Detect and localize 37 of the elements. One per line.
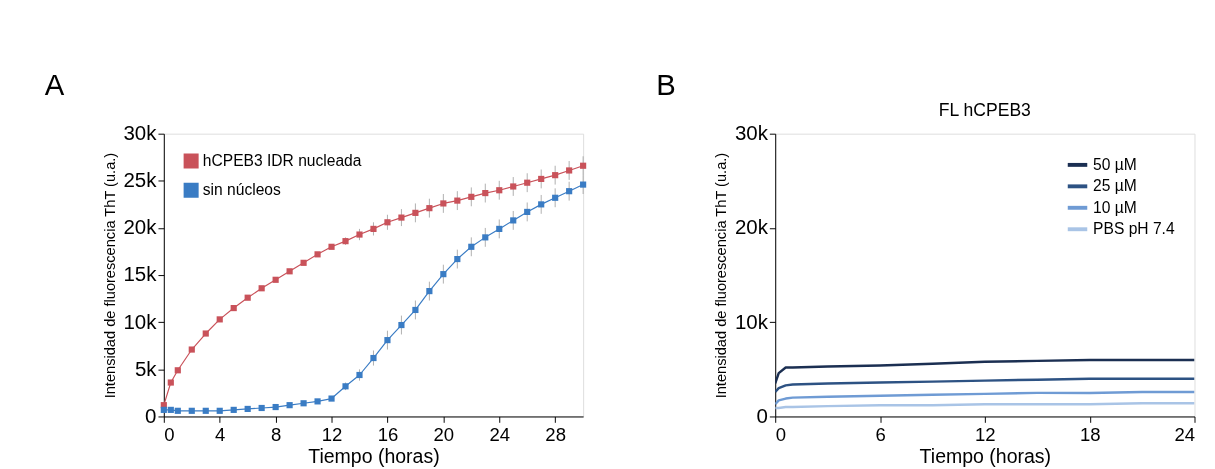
legend-label: 25 µM xyxy=(1093,177,1137,195)
y-tick-label: 30k xyxy=(734,121,769,145)
y-tick-label: 0 xyxy=(756,403,768,427)
y-tick-label: 0 xyxy=(145,403,157,427)
legend-label: sin núcleos xyxy=(202,181,282,199)
x-tick-label: 16 xyxy=(377,424,399,446)
y-tick-label: 20k xyxy=(123,215,158,239)
x-tick-label: 18 xyxy=(1079,424,1101,446)
y-tick-label: 20k xyxy=(734,215,769,239)
x-tick-label: 0 xyxy=(775,424,787,446)
y-axis-title: Intensidad de fluorescencia ThT (u.a.) xyxy=(101,152,118,399)
x-tick-label: 12 xyxy=(975,424,996,446)
text: A xyxy=(44,68,65,101)
x-axis-title: Tiempo (horas) xyxy=(308,444,440,467)
legend-label: 10 µM xyxy=(1093,198,1137,216)
y-tick-label: 5k xyxy=(134,356,158,380)
y-tick-label: 10k xyxy=(734,309,769,333)
x-axis-title: Tiempo (horas) xyxy=(919,444,1052,467)
x-tick-label: 8 xyxy=(270,424,282,446)
x-tick-label: 28 xyxy=(545,424,566,446)
y-tick-label: 10k xyxy=(123,309,158,333)
text: B xyxy=(656,68,676,101)
chart-title: FL hCPEB3 xyxy=(938,100,1031,121)
x-tick-label: 0 xyxy=(164,424,175,446)
y-axis-title: Intensidad de fluorescencia ThT (u.a.) xyxy=(713,152,730,399)
x-tick-label: 6 xyxy=(875,424,886,446)
x-tick-label: 4 xyxy=(215,424,226,446)
y-tick-label: 30k xyxy=(123,121,158,145)
y-tick-label: 25k xyxy=(123,168,158,192)
x-tick-label: 24 xyxy=(1174,424,1196,446)
legend-label: hCPEB3 IDR nucleada xyxy=(202,151,362,169)
x-tick-label: 20 xyxy=(433,424,455,446)
legend-label: PBS pH 7.4 xyxy=(1093,220,1175,238)
legend-label: 50 µM xyxy=(1093,155,1137,173)
y-tick-label: 15k xyxy=(123,262,158,286)
x-tick-label: 12 xyxy=(321,424,343,446)
x-tick-label: 24 xyxy=(489,424,511,446)
